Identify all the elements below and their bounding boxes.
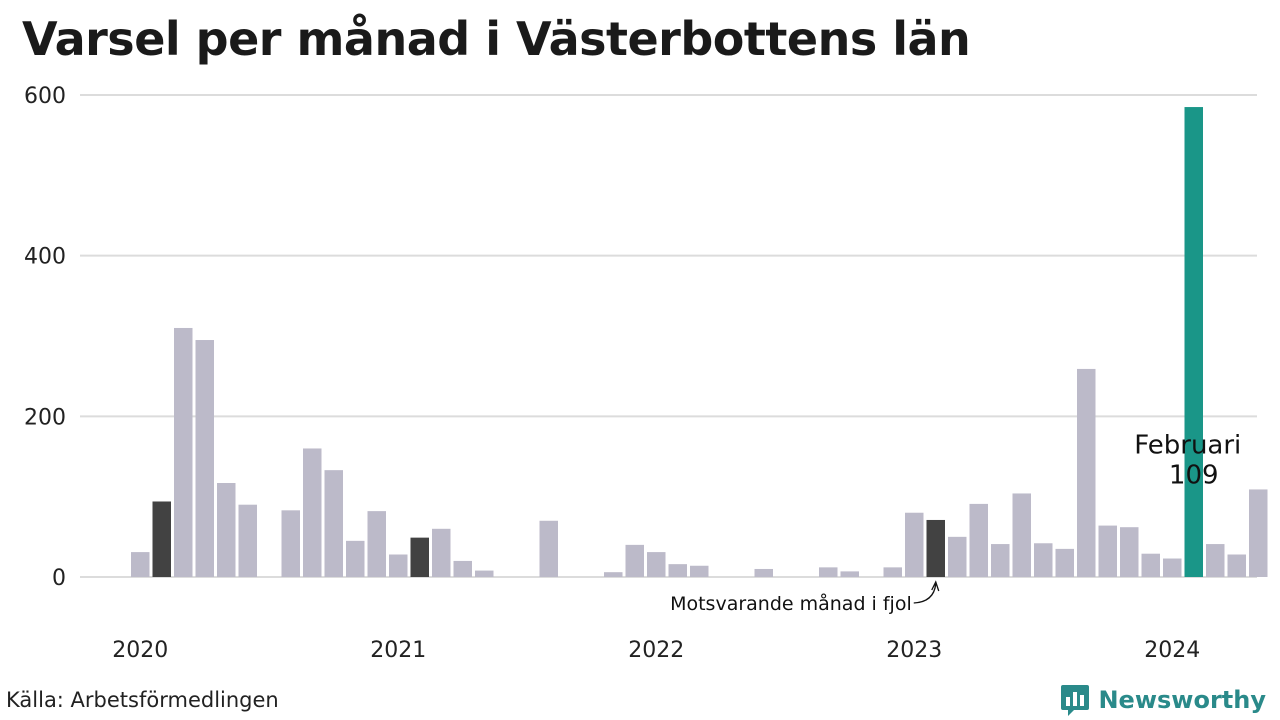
bar-2020-12	[367, 511, 386, 577]
bar-2021-12	[625, 544, 644, 577]
bar-2021-11	[604, 572, 623, 577]
bar-2021-04	[453, 560, 472, 577]
bar-2022-10	[840, 571, 859, 577]
bar-2020-10	[324, 470, 343, 577]
bar-2023-06	[1012, 493, 1031, 577]
brand-logo: Newsworthy	[1060, 682, 1266, 718]
bar-2020-01	[131, 552, 150, 577]
bar-2023-07	[1034, 543, 1053, 577]
source-note: Källa: Arbetsförmedlingen	[6, 688, 279, 712]
bar-2022-03	[690, 565, 709, 577]
bar-2020-06	[238, 504, 257, 577]
bar-2023-05	[991, 544, 1010, 577]
bar-2023-01	[905, 512, 924, 577]
current-value-label: 109	[1169, 460, 1219, 490]
x-tick-label: 2021	[370, 638, 426, 663]
bar-2023-09	[1077, 368, 1096, 577]
annotations: Februari 109 Motsvarande månad i fjol	[670, 430, 1241, 615]
bar-chart: 0 200 400 600 2020 2021 2022 2023 2024 Februari…	[24, 84, 1268, 663]
bar-2022-12	[883, 567, 902, 577]
bar-2020-03	[174, 327, 193, 577]
bar-2021-03	[432, 528, 451, 577]
bar-2024-02	[1184, 107, 1203, 578]
x-tick-label: 2023	[886, 638, 942, 663]
bar-2021-08	[539, 520, 558, 577]
brand-name: Newsworthy	[1098, 686, 1266, 714]
bar-undefined	[1206, 544, 1225, 577]
bar-2020-05	[217, 483, 236, 577]
y-tick-label: 400	[24, 245, 66, 270]
bar-undefined	[1227, 554, 1246, 577]
bar-2020-11	[346, 540, 365, 577]
y-tick-label: 600	[24, 84, 66, 109]
bar-2022-01	[647, 552, 666, 577]
current-month-label: Februari	[1134, 430, 1241, 460]
chart-title: Varsel per månad i Västerbottens län	[22, 12, 971, 66]
bar-2022-06	[754, 568, 773, 577]
x-tick-label: 2020	[112, 638, 168, 663]
bar-2020-09	[303, 448, 322, 577]
x-axis-ticks: 2020 2021 2022 2023 2024	[112, 638, 1200, 663]
y-axis-ticks: 0 200 400 600	[24, 84, 66, 591]
bar-2022-02	[668, 564, 687, 577]
year-ago-note: Motsvarande månad i fjol	[670, 592, 912, 615]
bar-2021-01	[389, 554, 408, 577]
y-tick-label: 200	[24, 405, 66, 430]
bar-undefined	[1249, 489, 1268, 577]
bar-2020-08	[281, 510, 300, 577]
x-tick-label: 2022	[628, 638, 684, 663]
bar-2023-02	[926, 519, 945, 577]
bar-2020-04	[195, 340, 214, 577]
bar-2023-03	[948, 536, 967, 577]
bars	[131, 107, 1268, 578]
bar-2021-05	[475, 570, 494, 577]
bar-2023-08	[1055, 548, 1074, 577]
bar-2023-10	[1098, 525, 1117, 577]
newsworthy-logo-icon	[1061, 685, 1090, 716]
bar-2023-12	[1141, 553, 1160, 577]
bar-2023-04	[969, 503, 988, 577]
bar-2023-11	[1120, 527, 1139, 577]
x-tick-label: 2024	[1144, 638, 1200, 663]
bar-2020-02	[152, 501, 171, 577]
year-ago-arrow-icon	[913, 580, 940, 604]
bar-2021-02	[410, 537, 429, 577]
y-tick-label: 0	[52, 566, 66, 591]
bar-2022-09	[819, 567, 838, 577]
bar-2024-01	[1163, 558, 1182, 577]
